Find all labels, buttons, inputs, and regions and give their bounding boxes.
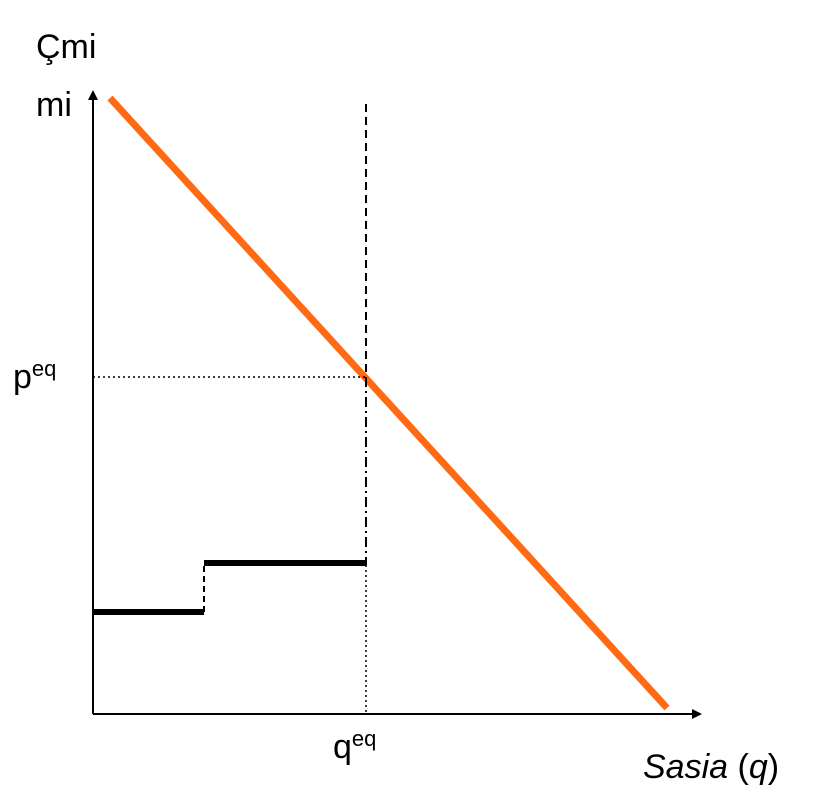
demand-line xyxy=(107,95,670,711)
y-axis-label-line1: Çmi xyxy=(36,28,97,66)
x-axis-label-paren-close: ) xyxy=(767,748,780,786)
y-axis-label-line2: mi xyxy=(36,86,72,124)
x-axis-label-word: Sasia xyxy=(643,748,729,786)
x-axis-label-symbol: q xyxy=(748,748,768,786)
x-axis-label: Sasia (q) xyxy=(643,750,779,784)
equilibrium-quantity-label: qeq xyxy=(333,728,376,766)
x-axis-label-paren-open: ( xyxy=(728,748,749,786)
price-label-superscript: eq xyxy=(31,356,57,381)
quantity-label-superscript: eq xyxy=(351,726,377,751)
quantity-label-base: q xyxy=(333,728,352,766)
equilibrium-price-label: peq xyxy=(13,358,56,396)
price-label-base: p xyxy=(13,358,32,396)
